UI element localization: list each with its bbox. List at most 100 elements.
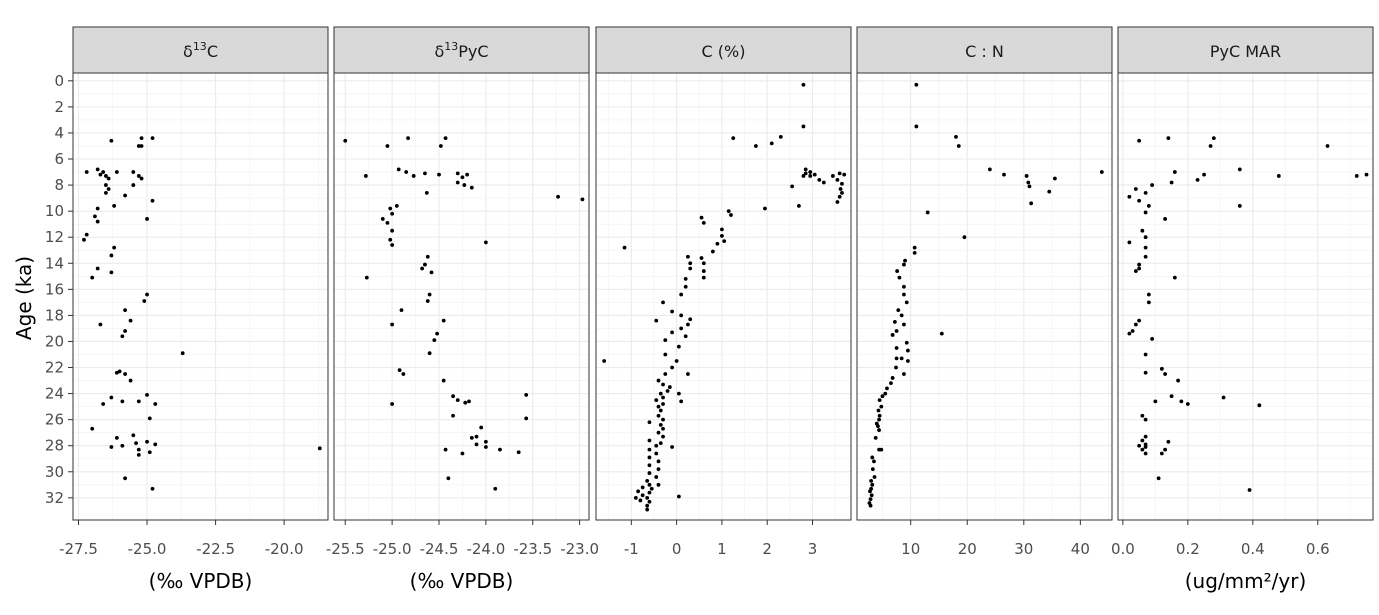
data-point	[1024, 174, 1029, 178]
strip-label-main: PyC MAR	[1210, 42, 1281, 61]
data-point	[1325, 144, 1330, 148]
data-point	[817, 177, 822, 182]
data-point	[1208, 144, 1213, 148]
data-point	[902, 322, 906, 327]
data-point	[474, 434, 479, 439]
x-tick-label: 30	[1014, 540, 1033, 558]
data-point	[763, 206, 767, 211]
data-point	[883, 391, 888, 396]
data-point	[145, 439, 149, 444]
x-tick-label: -27.5	[59, 540, 98, 558]
data-point	[390, 211, 395, 216]
data-point	[427, 351, 432, 356]
data-point	[1143, 190, 1148, 195]
data-point	[686, 372, 690, 376]
x-tick-label: 2	[762, 540, 772, 558]
data-point	[84, 170, 89, 174]
data-point	[109, 138, 114, 143]
data-point	[109, 395, 114, 400]
data-point	[136, 174, 141, 178]
data-point	[914, 82, 919, 87]
data-point	[837, 171, 842, 176]
data-point	[602, 359, 607, 363]
data-point	[661, 417, 665, 422]
data-point	[868, 497, 873, 502]
data-point	[1163, 372, 1168, 376]
data-point	[423, 262, 427, 267]
data-point	[1026, 180, 1031, 185]
facet-panel: C : N 10 20 30 40	[856, 26, 1113, 558]
y-tick-label: 26	[45, 411, 64, 429]
data-point	[385, 144, 390, 148]
data-point	[1150, 183, 1155, 187]
data-point	[104, 190, 108, 195]
data-point	[136, 144, 141, 148]
data-point	[406, 136, 410, 141]
data-point	[1143, 434, 1148, 439]
data-point	[364, 275, 369, 280]
data-point	[801, 174, 806, 178]
data-point	[894, 346, 899, 350]
data-point	[667, 385, 672, 389]
data-point	[128, 378, 133, 383]
data-point	[872, 459, 876, 464]
data-point	[123, 372, 127, 376]
data-point	[455, 398, 460, 403]
data-point	[688, 261, 693, 266]
data-point	[1237, 167, 1242, 172]
data-point	[1146, 292, 1151, 297]
data-point	[1185, 402, 1190, 406]
data-point	[180, 351, 185, 356]
data-point	[95, 167, 100, 172]
data-point	[647, 447, 652, 452]
data-point	[1099, 170, 1104, 174]
y-tick-label: 10	[45, 202, 64, 220]
y-tick-label: 12	[45, 228, 64, 246]
data-point	[870, 467, 875, 472]
data-point	[962, 235, 967, 240]
facet-strip-label: δ13PyC	[434, 40, 488, 61]
data-point	[889, 381, 893, 386]
data-point	[1052, 176, 1057, 181]
data-point	[98, 172, 103, 177]
data-point	[661, 402, 665, 406]
data-point	[670, 445, 674, 449]
facet-strip	[333, 26, 590, 74]
data-point	[150, 136, 155, 141]
data-point	[647, 455, 652, 460]
data-point	[905, 359, 910, 363]
panel-border	[595, 72, 852, 521]
data-point	[483, 240, 488, 245]
data-point	[645, 503, 650, 508]
data-point	[380, 217, 385, 221]
y-tick-label: 22	[45, 359, 64, 377]
data-point	[899, 356, 904, 361]
data-point	[647, 420, 652, 425]
data-point	[647, 463, 652, 468]
data-point	[1143, 445, 1148, 449]
panel-border	[856, 72, 1113, 521]
data-point	[769, 141, 774, 146]
data-point	[1029, 201, 1034, 206]
data-point	[870, 455, 875, 460]
data-point	[720, 234, 724, 238]
data-point	[145, 292, 149, 297]
data-point	[317, 446, 322, 451]
data-point	[905, 348, 910, 353]
data-point	[622, 245, 627, 250]
y-tick-label: 32	[45, 489, 64, 507]
y-tick-label: 4	[54, 124, 64, 142]
data-point	[423, 171, 427, 176]
y-tick-label: 28	[45, 437, 64, 455]
data-point	[877, 413, 882, 418]
data-point	[661, 382, 665, 387]
data-point	[1276, 174, 1281, 178]
data-point	[663, 338, 668, 343]
data-point	[658, 391, 663, 396]
data-point	[665, 389, 670, 393]
data-point	[869, 493, 874, 498]
data-point	[139, 176, 144, 181]
data-point	[95, 219, 100, 224]
data-point	[715, 241, 720, 246]
panel-border	[333, 72, 590, 521]
